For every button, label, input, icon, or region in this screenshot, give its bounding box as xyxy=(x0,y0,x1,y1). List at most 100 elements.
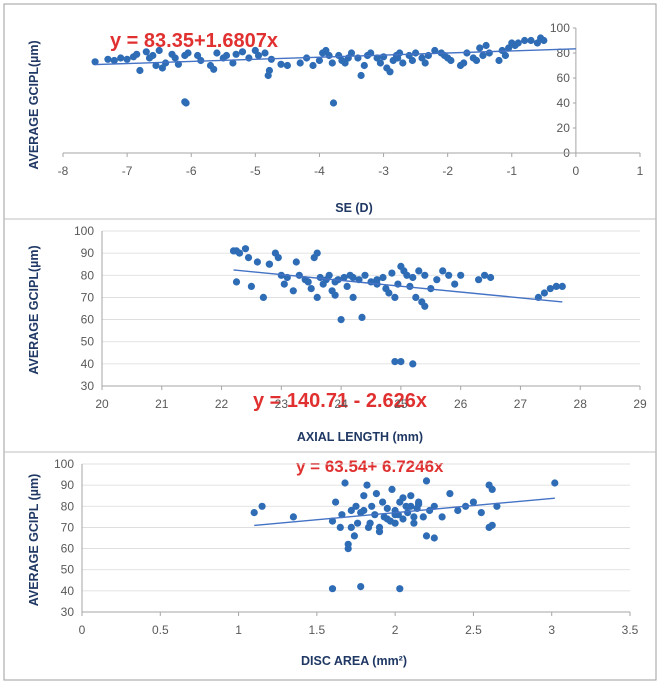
data-point xyxy=(241,245,250,253)
y-tick-label: 70 xyxy=(61,520,75,534)
data-point xyxy=(313,249,321,257)
data-point xyxy=(445,271,453,279)
x-tick-label: -1 xyxy=(506,164,517,178)
trendline xyxy=(95,48,576,66)
y-tick-label: 60 xyxy=(557,71,571,85)
data-point xyxy=(343,282,351,290)
data-point xyxy=(325,271,333,279)
data-point xyxy=(261,49,269,57)
y-tick-label: 80 xyxy=(81,268,95,282)
data-point xyxy=(521,36,529,45)
data-point xyxy=(213,49,221,57)
x-tick-label: 29 xyxy=(633,397,647,411)
data-point xyxy=(447,56,455,65)
data-point xyxy=(162,59,170,67)
data-point xyxy=(421,302,429,310)
data-point xyxy=(350,532,358,540)
data-point xyxy=(341,479,349,487)
y-tick-label: 100 xyxy=(54,457,74,471)
data-point xyxy=(501,51,509,60)
data-point xyxy=(307,285,315,293)
data-point xyxy=(433,276,441,284)
data-point xyxy=(421,59,429,67)
x-tick-label: 0.5 xyxy=(152,623,169,637)
data-point xyxy=(391,519,399,527)
x-tick-label: 25 xyxy=(394,397,408,411)
y-tick-label: 80 xyxy=(557,46,571,60)
trendline xyxy=(233,269,563,303)
x-tick-label: -6 xyxy=(186,164,197,178)
chart-se: AVERAGE GCIPL(µm) SE (D) y = 83.35+1.680… xyxy=(27,21,644,215)
data-point xyxy=(329,99,338,107)
y-axis-title: AVERAGE GCIPL(µm) xyxy=(27,245,41,374)
x-tick-label: 24 xyxy=(334,397,348,411)
x-tick-label: 0 xyxy=(79,623,86,637)
data-point xyxy=(419,513,427,521)
x-tick-label: 23 xyxy=(275,397,289,411)
x-tick-label: 0 xyxy=(573,164,580,178)
x-tick-label: 27 xyxy=(514,397,528,411)
x-tick-label: 1 xyxy=(637,164,644,178)
data-point xyxy=(379,498,387,506)
data-point xyxy=(383,504,391,512)
data-point xyxy=(482,41,490,50)
x-tick-label: -4 xyxy=(314,164,325,178)
data-point xyxy=(274,254,282,262)
x-tick-label: 28 xyxy=(574,397,588,411)
data-point xyxy=(354,519,362,527)
data-point xyxy=(386,68,394,76)
data-point xyxy=(396,585,404,593)
y-tick-label: 40 xyxy=(557,96,571,110)
data-point xyxy=(439,267,447,275)
data-point xyxy=(430,502,438,510)
data-point xyxy=(558,282,566,290)
data-point xyxy=(368,502,376,510)
x-tick-label: 21 xyxy=(155,397,169,411)
data-point xyxy=(540,36,548,45)
data-point xyxy=(136,66,144,75)
x-tick-label: 22 xyxy=(215,397,229,411)
data-point xyxy=(250,508,258,517)
data-point xyxy=(360,506,368,515)
data-point xyxy=(412,49,420,57)
data-point xyxy=(431,46,439,55)
data-point xyxy=(451,280,459,288)
data-point xyxy=(328,59,336,67)
regression-equation: y = 83.35+1.6807x xyxy=(110,30,278,52)
data-point xyxy=(238,48,247,56)
x-axis-title: SE (D) xyxy=(335,201,373,215)
data-point xyxy=(296,59,304,67)
x-tick-label: 1 xyxy=(235,623,242,637)
data-point xyxy=(152,61,160,70)
data-point xyxy=(149,51,157,60)
data-point xyxy=(422,532,431,540)
data-point xyxy=(488,485,496,493)
data-point xyxy=(309,61,317,70)
y-tick-label: 40 xyxy=(61,584,75,598)
y-tick-label: 50 xyxy=(81,335,95,349)
data-point xyxy=(546,285,554,293)
data-point xyxy=(277,60,285,68)
data-point xyxy=(383,515,391,523)
data-point xyxy=(380,53,388,61)
x-tick-label: 3.5 xyxy=(622,623,639,637)
data-point xyxy=(289,513,297,521)
data-point xyxy=(304,278,312,286)
y-tick-label: 20 xyxy=(557,121,571,135)
x-tick-label: 2.5 xyxy=(465,623,482,637)
data-point xyxy=(247,282,255,290)
data-point xyxy=(385,289,393,297)
data-point xyxy=(476,44,484,52)
data-point xyxy=(232,247,241,255)
data-point xyxy=(110,56,118,65)
data-point xyxy=(373,276,381,284)
data-point xyxy=(347,506,355,515)
data-point xyxy=(430,534,438,542)
data-point xyxy=(551,479,559,487)
x-tick-label: 20 xyxy=(95,397,109,411)
data-point xyxy=(363,481,371,489)
data-point xyxy=(477,508,485,517)
data-point xyxy=(399,494,407,502)
data-point xyxy=(409,360,417,368)
